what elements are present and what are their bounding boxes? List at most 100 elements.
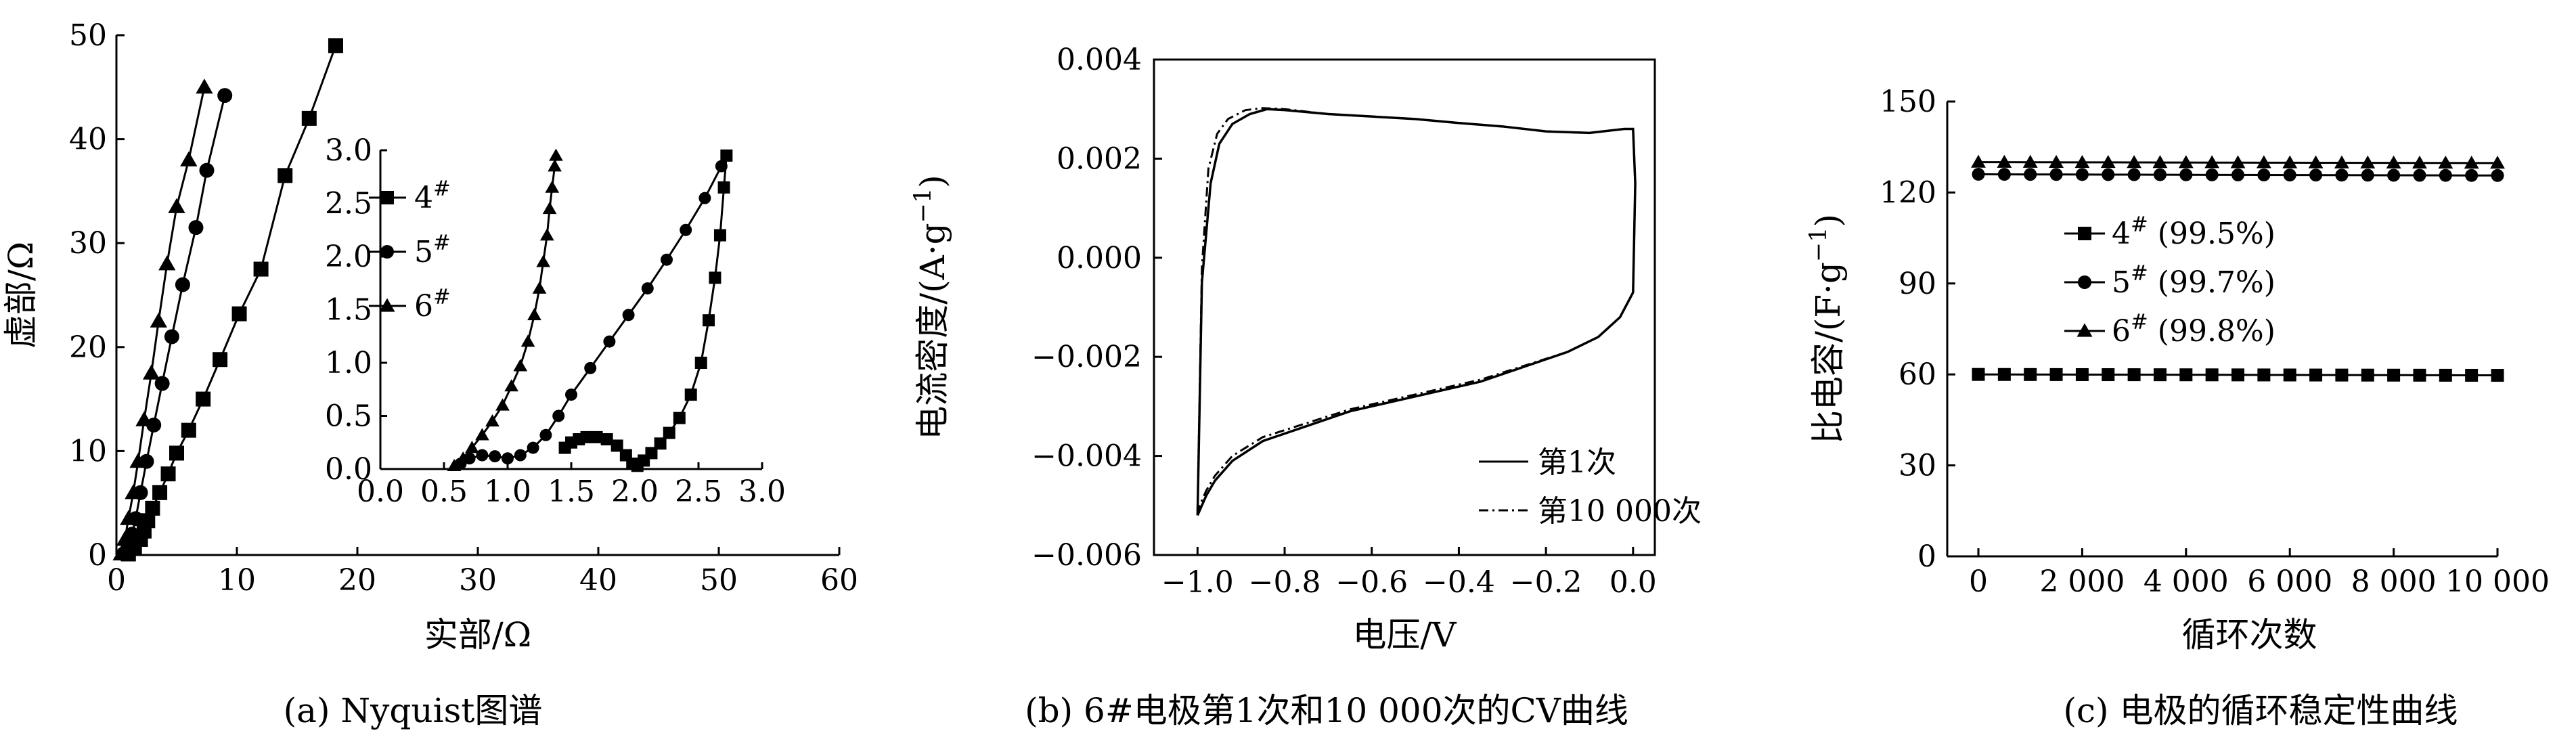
data-point	[277, 168, 293, 183]
y-tick-label: 0.000	[1057, 241, 1142, 275]
inset-data-point	[680, 223, 692, 236]
data-point	[2491, 369, 2504, 382]
data-point	[2022, 154, 2038, 168]
inset-data-point	[661, 253, 673, 266]
data-point	[2178, 155, 2194, 169]
x-tick-label: 50	[700, 563, 738, 598]
y-tick-label: 30	[69, 226, 107, 261]
x-tick-label: 4 000	[2144, 564, 2229, 599]
inset-data-point	[715, 160, 728, 173]
legend-marker	[2077, 323, 2093, 337]
data-point	[2439, 169, 2452, 182]
caption-c: (c) 电极的循环稳定性曲线	[2064, 691, 2458, 730]
x-tick-label: 40	[579, 563, 617, 598]
x-axis-label: 电压/V	[1353, 615, 1457, 654]
x-tick-label: 0.0	[1609, 565, 1657, 600]
inset-data-point	[565, 388, 577, 401]
data-point	[2490, 156, 2505, 169]
y-tick-label: 0	[88, 538, 107, 573]
data-point	[160, 466, 176, 482]
legend-marker	[380, 191, 394, 204]
data-point	[2127, 168, 2141, 181]
inset-data-point	[504, 379, 518, 392]
data-point	[2257, 368, 2271, 382]
x-tick-label: 20	[338, 563, 376, 598]
nyquist-inset: 0.00.0 0.5 0.5 1.0 1.0 1.5 1.5 2.0 2.0 2.5 2.5 3.0 3…	[325, 133, 786, 509]
data-point	[1997, 154, 2012, 168]
inset-y-tick-label: 0.0	[325, 452, 372, 487]
data-point	[112, 545, 130, 560]
data-point	[2464, 155, 2479, 169]
inset-x-tick-label: 3.0	[738, 474, 786, 509]
data-point	[2309, 169, 2323, 182]
x-tick-label: −1.0	[1161, 565, 1234, 600]
y-tick-label: 40	[69, 123, 107, 157]
inset-x-tick-label: 1.5	[548, 474, 595, 509]
x-tick-label: 10 000	[2445, 564, 2550, 599]
inset-x-tick-label: 2.5	[675, 474, 722, 509]
data-point	[2075, 368, 2089, 381]
y-tick-label: 0.002	[1057, 141, 1142, 176]
data-point	[2413, 368, 2426, 382]
y-axis-label: 电流密度/(A·g−1)	[910, 175, 952, 440]
inset-data-point	[489, 450, 502, 463]
data-point	[175, 277, 190, 292]
data-point	[301, 110, 317, 126]
inset-data-point	[584, 361, 597, 374]
inset-background	[380, 145, 762, 469]
data-point	[116, 531, 134, 546]
data-point	[1997, 368, 2011, 381]
x-tick-label: 2 000	[2039, 564, 2125, 599]
data-point	[196, 79, 213, 94]
y-tick-label: −0.006	[1031, 538, 1142, 573]
data-point	[2100, 155, 2116, 169]
data-point	[2361, 169, 2374, 182]
caption-b: (b) 6#电极第1次和10 000次的CV曲线	[1025, 691, 1628, 730]
data-point	[152, 485, 168, 500]
inset-data-point	[545, 180, 560, 193]
data-point	[199, 162, 215, 178]
y-tick-label: 10	[69, 434, 107, 468]
legend-label: 第10 000次	[1538, 494, 1702, 529]
inset-y-tick-label: 2.0	[325, 240, 372, 274]
data-point	[2309, 368, 2323, 382]
data-point	[2127, 368, 2141, 382]
x-tick-label: −0.6	[1335, 565, 1408, 600]
data-point	[158, 255, 176, 271]
inset-data-point	[580, 430, 593, 443]
data-point	[145, 500, 160, 516]
data-point	[2024, 368, 2037, 381]
data-point	[146, 418, 162, 432]
inset-data-point	[447, 458, 462, 472]
inset-data-point	[539, 228, 554, 241]
inset-data-point	[684, 388, 697, 401]
x-tick-label: 6 000	[2247, 564, 2332, 599]
inset-data-point	[673, 412, 686, 424]
x-tick-label: −0.4	[1423, 565, 1495, 600]
x-tick-label: −0.2	[1510, 565, 1582, 600]
inset-y-tick-label: 1.5	[325, 293, 372, 328]
cycle-panel: 0 2 000 4 000 6 000 8 000 10 000 0 30 60 90 120 150…	[1805, 85, 2550, 730]
data-point	[2387, 169, 2401, 182]
inset-x-tick-label: 0.0	[357, 474, 404, 509]
data-point	[2335, 169, 2349, 182]
data-point	[154, 376, 170, 391]
data-point	[231, 306, 247, 321]
data-point	[1971, 154, 1986, 168]
x-axis-label: 循环次数	[2182, 615, 2317, 654]
data-point	[2256, 155, 2271, 169]
data-point	[2387, 368, 2401, 382]
legend-marker	[2078, 227, 2091, 240]
inset-data-point	[654, 437, 667, 450]
data-point	[2412, 155, 2427, 169]
data-point	[213, 352, 228, 368]
data-point	[180, 151, 198, 166]
data-point	[2439, 368, 2452, 382]
inset-data-point	[610, 439, 623, 452]
y-tick-label: 50	[69, 18, 107, 53]
data-point	[2308, 155, 2324, 169]
data-point	[2438, 155, 2453, 169]
inset-y-tick-label: 1.0	[325, 346, 372, 380]
cycle-plot-area: 0 2 000 4 000 6 000 8 000 10 000 0 30 60 90 120 150…	[1805, 85, 2550, 654]
